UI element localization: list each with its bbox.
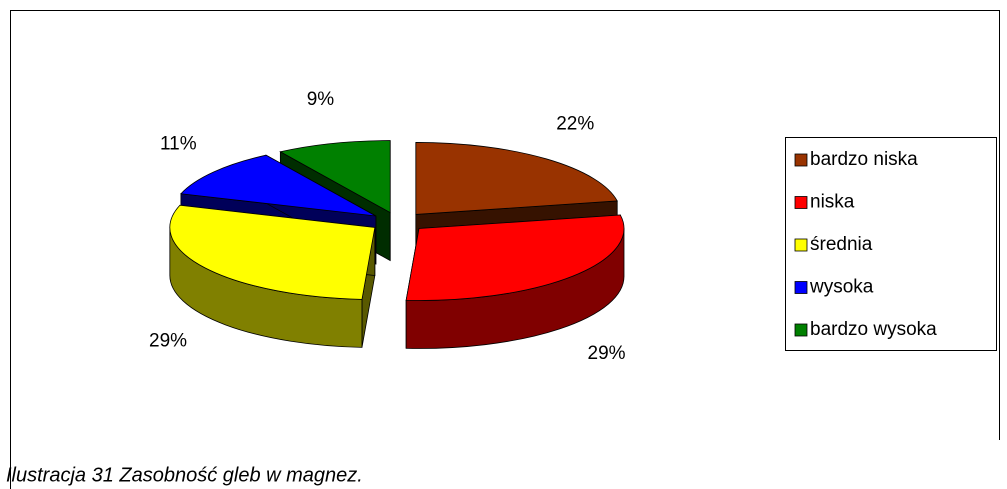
data-label: 29% [149, 330, 187, 351]
slice [180, 154, 377, 217]
legend-swatch [794, 323, 808, 337]
legend-label: bardzo wysoka [810, 319, 937, 340]
legend-swatch [794, 153, 808, 167]
data-label: 22% [556, 113, 594, 134]
legend-label: średnia [810, 234, 873, 255]
caption: Ilustracja 31 Zasobność gleb w magnez. [6, 464, 363, 486]
slice [169, 204, 376, 300]
slice [279, 140, 391, 214]
legend-swatch [794, 196, 808, 209]
legend-swatch [794, 238, 808, 252]
slice [415, 142, 618, 215]
legend-box [785, 137, 997, 351]
legend-swatch [794, 281, 808, 294]
legend-label: niska [810, 192, 855, 213]
data-label: 11% [160, 133, 197, 154]
data-label: 29% [588, 343, 626, 364]
data-label: 9% [307, 89, 335, 110]
frame [10, 10, 1000, 489]
legend-label: wysoka [809, 277, 874, 298]
legend-label: bardzo niska [810, 149, 918, 170]
slice [405, 214, 625, 301]
